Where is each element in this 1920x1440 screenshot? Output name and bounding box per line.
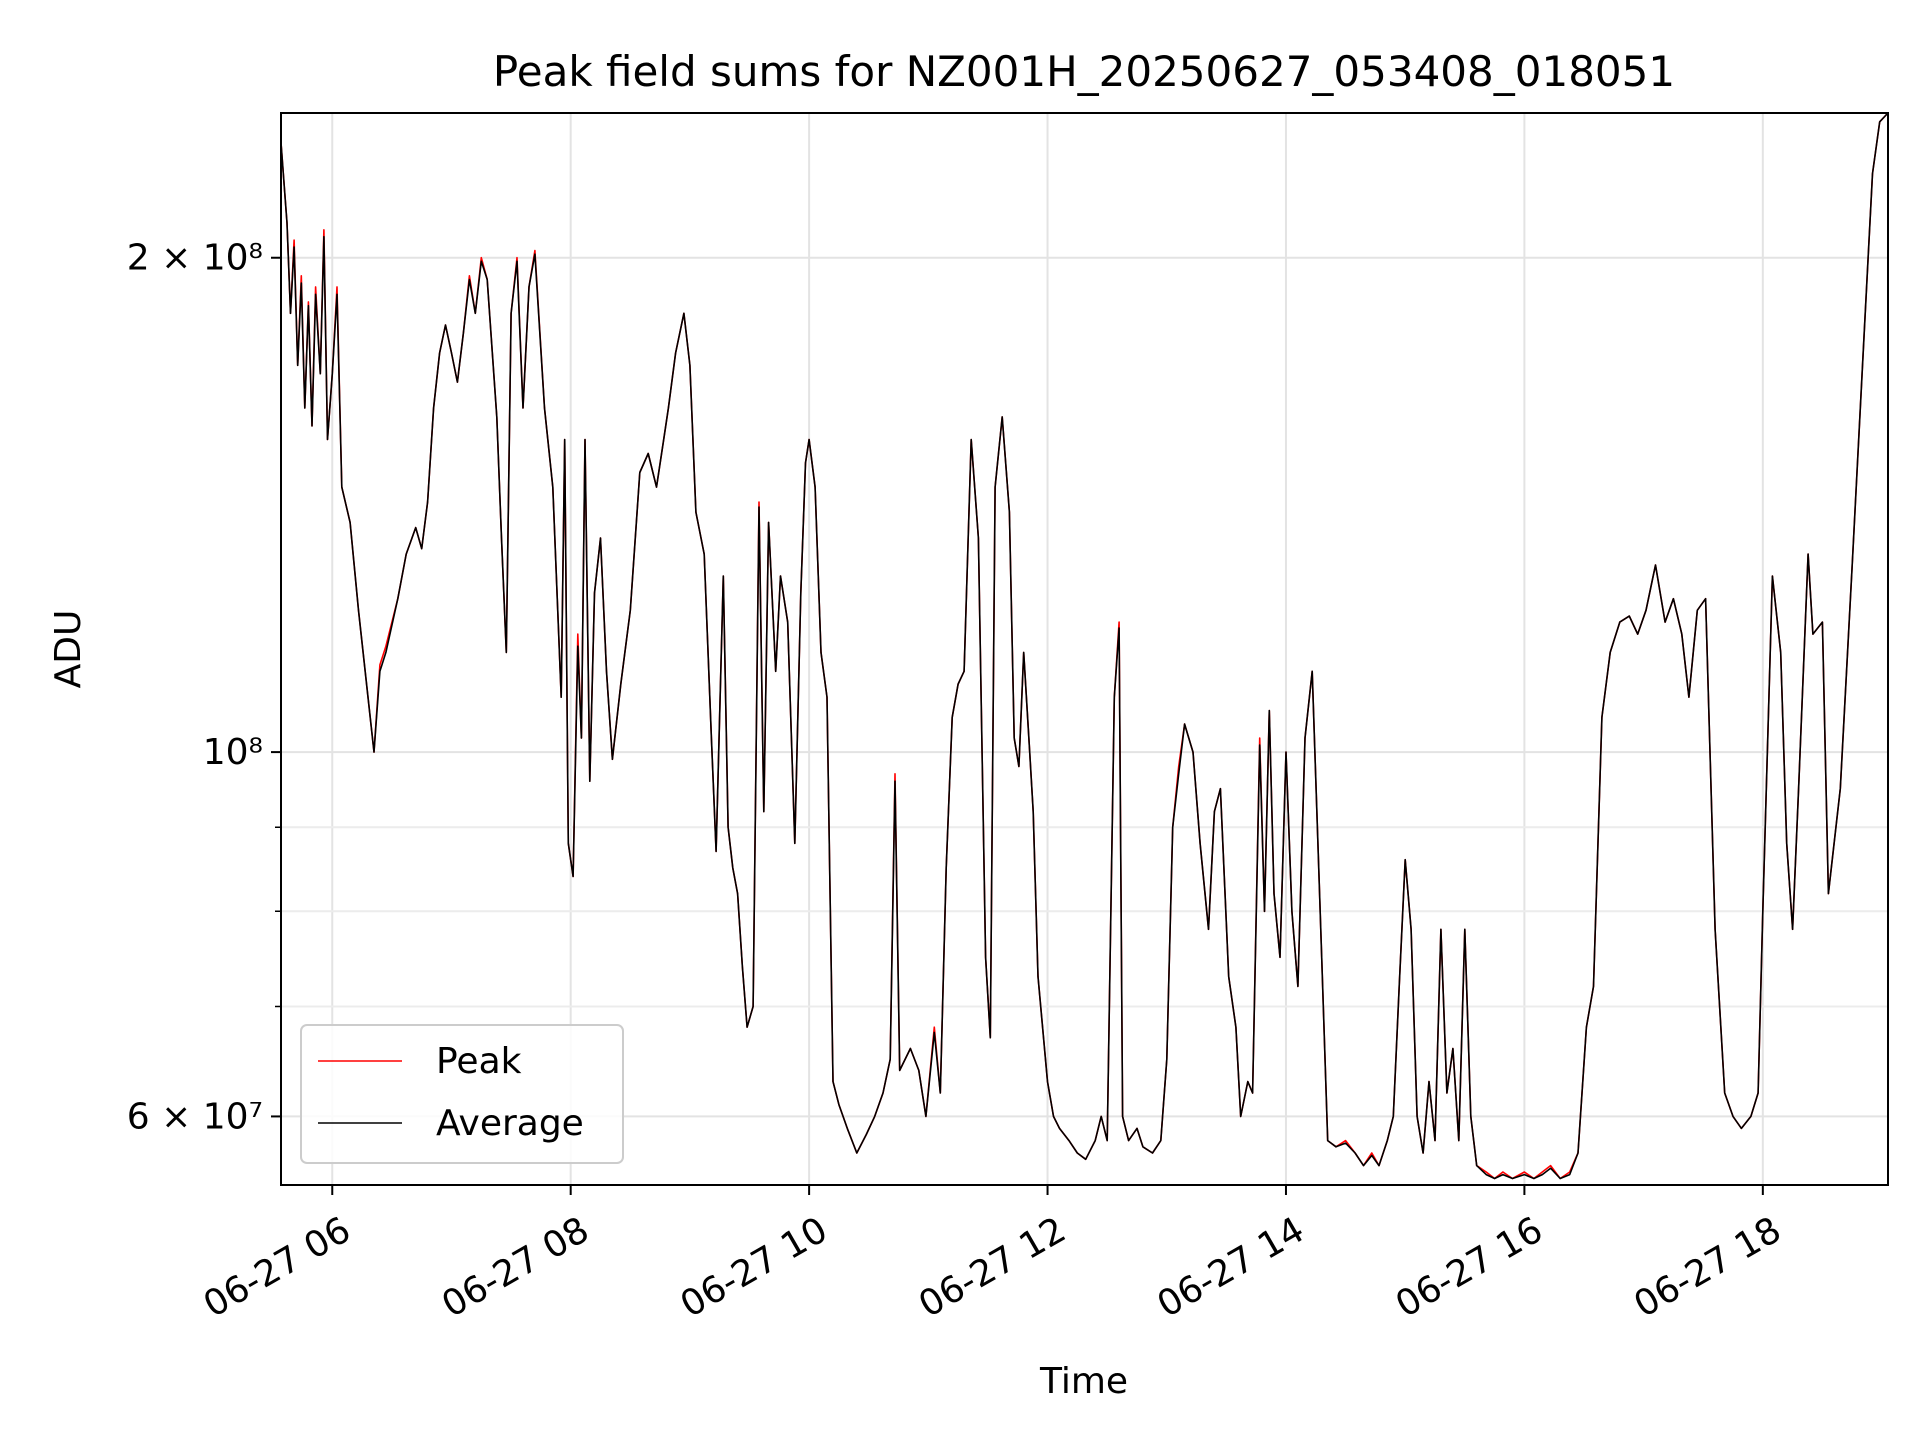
legend-box <box>300 1024 624 1164</box>
legend: Peak Average <box>300 1024 624 1164</box>
legend-label-average: Average <box>436 1103 584 1144</box>
plot-frame <box>280 112 1889 1186</box>
plot-series <box>281 113 1888 1180</box>
y-tick-label: 10⁸ <box>203 732 263 773</box>
y-axis-label: ADU <box>48 610 89 689</box>
y-tick-label: 2 × 10⁸ <box>127 238 263 279</box>
series-line-average <box>281 113 1888 1180</box>
chart-title: Peak field sums for NZ001H_20250627_0534… <box>493 47 1675 96</box>
y-tick-label: 6 × 10⁷ <box>127 1096 263 1137</box>
grid <box>281 113 1888 1185</box>
legend-label-peak: Peak <box>436 1041 522 1082</box>
x-axis-label: Time <box>1039 1361 1128 1402</box>
